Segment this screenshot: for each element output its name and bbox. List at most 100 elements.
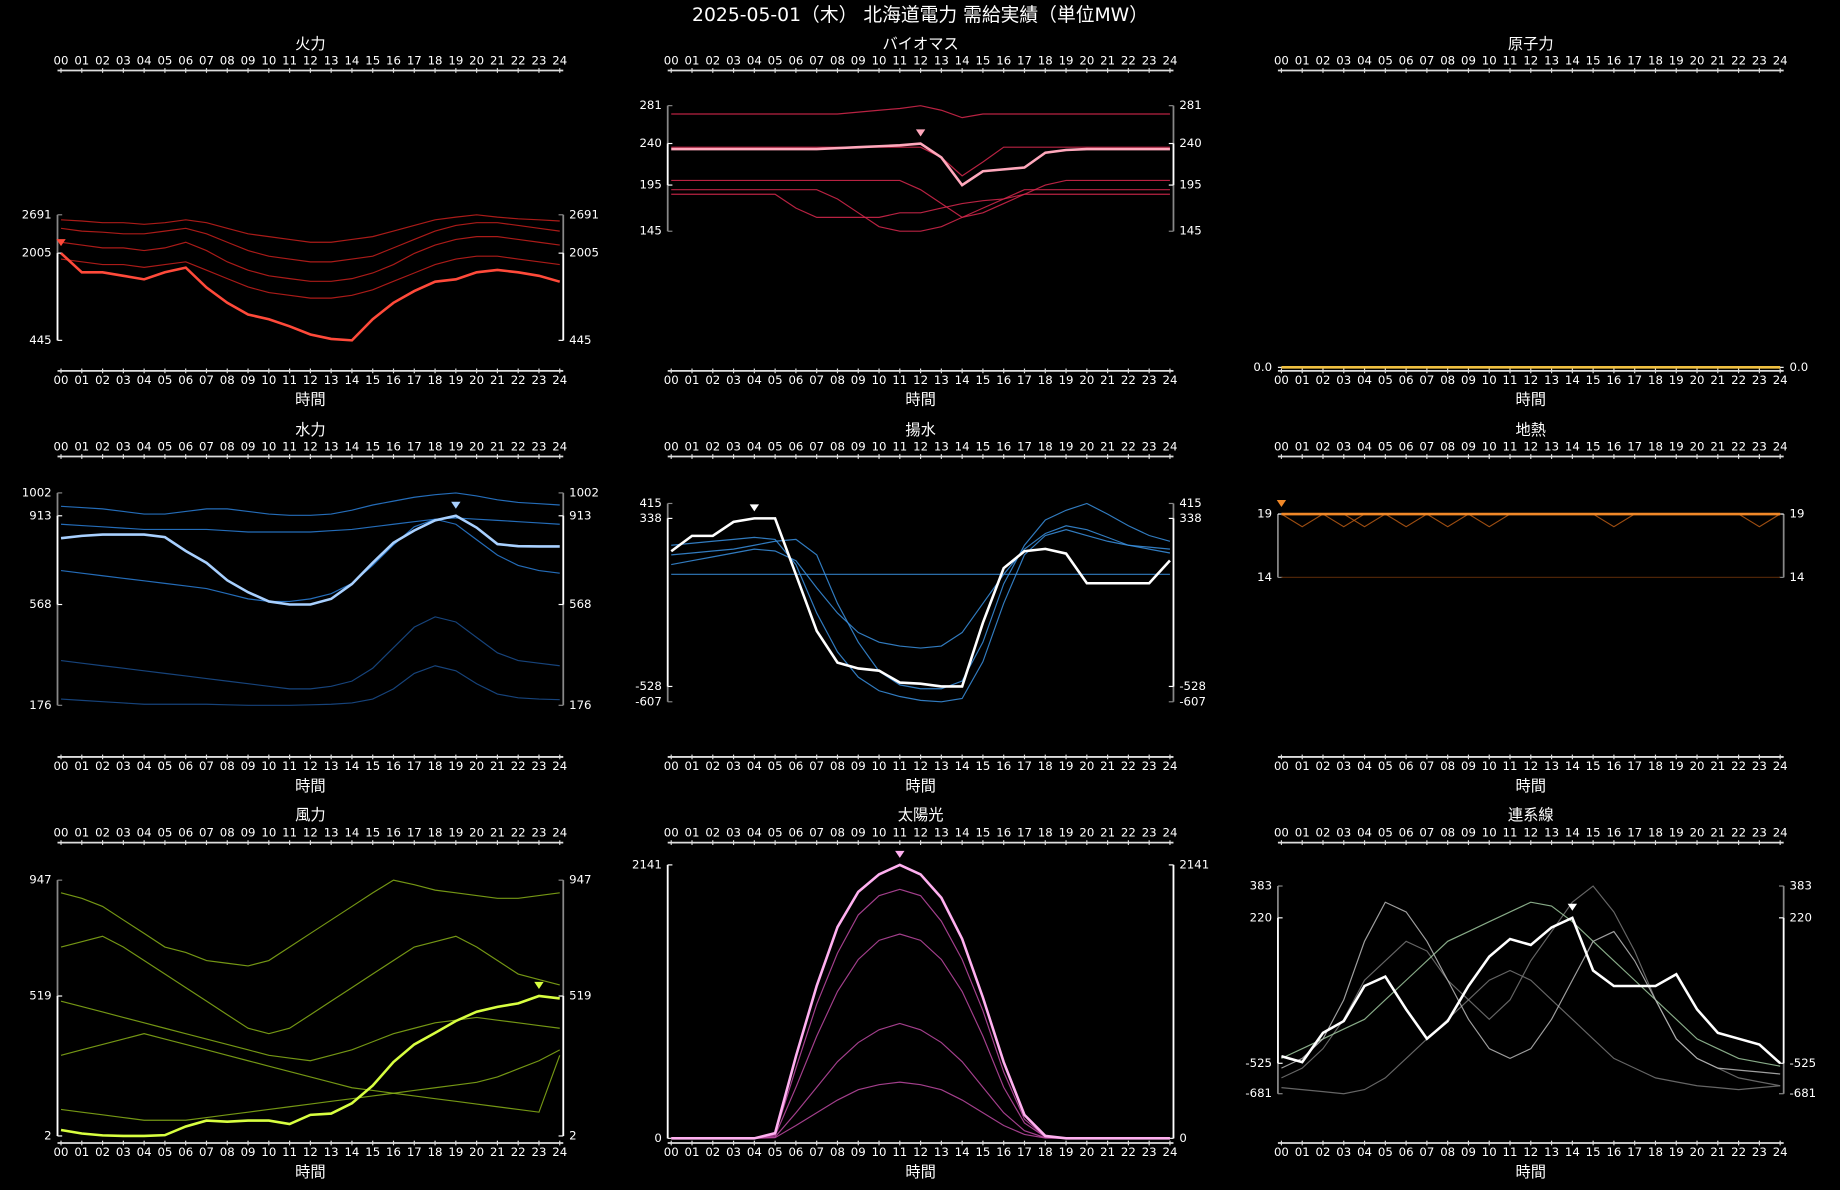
x-tick-label: 02 bbox=[1316, 54, 1331, 68]
x-tick-label: 15 bbox=[1586, 826, 1601, 840]
y-tick-label: 220 bbox=[1250, 910, 1272, 924]
x-tick-label: 17 bbox=[1627, 440, 1642, 454]
x-tick-label: 18 bbox=[428, 759, 443, 773]
x-tick-label: 02 bbox=[705, 1145, 720, 1159]
panel-title: 風力 bbox=[295, 806, 326, 824]
x-tick-label: 15 bbox=[975, 826, 990, 840]
x-tick-label: 23 bbox=[1142, 373, 1157, 387]
x-tick-label: 03 bbox=[116, 826, 131, 840]
y-tick-label: 2691 bbox=[569, 207, 599, 221]
x-tick-label: 04 bbox=[137, 826, 152, 840]
x-tick-label: 21 bbox=[490, 440, 505, 454]
x-tick-label: 14 bbox=[955, 759, 970, 773]
x-tick-label: 07 bbox=[199, 54, 214, 68]
y-tick-label: 2005 bbox=[569, 246, 599, 260]
x-tick-label: 04 bbox=[1357, 440, 1372, 454]
today-line bbox=[671, 142, 1170, 187]
x-tick-label: 23 bbox=[1142, 826, 1157, 840]
x-tick-label: 04 bbox=[137, 373, 152, 387]
x-tick-label: 05 bbox=[157, 826, 172, 840]
x-tick-label: 08 bbox=[830, 373, 845, 387]
x-tick-label: 15 bbox=[1586, 440, 1601, 454]
x-tick-label: 05 bbox=[157, 440, 172, 454]
x-tick-label: 22 bbox=[1731, 759, 1746, 773]
x-tick-label: 20 bbox=[469, 54, 484, 68]
x-tick-label: 14 bbox=[955, 373, 970, 387]
x-tick-label: 18 bbox=[1648, 1145, 1663, 1159]
x-tick-label: 06 bbox=[1399, 54, 1414, 68]
x-tick-label: 14 bbox=[344, 54, 359, 68]
y-tick-label: 445 bbox=[29, 333, 51, 347]
y-tick-label: 2691 bbox=[22, 207, 52, 221]
y-tick-label: 19 bbox=[1790, 507, 1805, 521]
x-tick-label: 23 bbox=[1142, 440, 1157, 454]
x-tick-label: 22 bbox=[511, 1145, 526, 1159]
x-tick-label: 18 bbox=[1038, 373, 1053, 387]
x-tick-label: 17 bbox=[1017, 440, 1032, 454]
x-tick-label: 13 bbox=[324, 1145, 339, 1159]
x-tick-label: 05 bbox=[157, 1145, 172, 1159]
x-tick-label: 11 bbox=[282, 1145, 297, 1159]
x-tick-label: 07 bbox=[1419, 1145, 1434, 1159]
x-tick-label: 10 bbox=[1482, 373, 1497, 387]
today-line bbox=[60, 252, 561, 342]
x-tick-label: 09 bbox=[241, 54, 256, 68]
x-tick-label: 05 bbox=[1378, 54, 1393, 68]
x-tick-label: 02 bbox=[705, 440, 720, 454]
x-tick-label: 20 bbox=[469, 373, 484, 387]
x-tick-label: 00 bbox=[1274, 1145, 1289, 1159]
x-tick-label: 15 bbox=[365, 1145, 380, 1159]
x-tick-label: 10 bbox=[261, 54, 276, 68]
x-tick-label: 03 bbox=[116, 440, 131, 454]
x-tick-label: 13 bbox=[934, 440, 949, 454]
y-tick-label: 176 bbox=[29, 698, 51, 712]
y-tick-label: 913 bbox=[569, 508, 591, 522]
x-tick-label: 19 bbox=[1059, 54, 1074, 68]
x-tick-label: 07 bbox=[199, 373, 214, 387]
x-tick-label: 03 bbox=[1336, 54, 1351, 68]
x-tick-label: 23 bbox=[1142, 54, 1157, 68]
history-line bbox=[671, 179, 1170, 219]
history-line bbox=[60, 879, 560, 967]
x-tick-label: 20 bbox=[469, 759, 484, 773]
x-tick-label: 13 bbox=[934, 1145, 949, 1159]
x-tick-label: 05 bbox=[157, 54, 172, 68]
x-tick-label: 12 bbox=[303, 373, 318, 387]
x-tick-label: 07 bbox=[1419, 373, 1434, 387]
x-tick-label: 10 bbox=[872, 759, 887, 773]
history-line bbox=[60, 665, 560, 706]
x-tick-label: 24 bbox=[1162, 1145, 1177, 1159]
x-tick-label: 09 bbox=[1461, 54, 1476, 68]
x-tick-label: 04 bbox=[747, 826, 762, 840]
x-tick-label: 20 bbox=[1079, 826, 1094, 840]
y-tick-label: -525 bbox=[1245, 1056, 1272, 1070]
history-line bbox=[60, 1033, 561, 1113]
x-tick-label: 09 bbox=[851, 440, 866, 454]
x-tick-label: 03 bbox=[726, 373, 741, 387]
history-line bbox=[1281, 901, 1781, 1075]
x-tick-label: 04 bbox=[747, 1145, 762, 1159]
x-tick-label: 19 bbox=[448, 373, 463, 387]
x-tick-label: 05 bbox=[157, 373, 172, 387]
x-tick-label: 21 bbox=[1100, 826, 1115, 840]
x-tick-label: 16 bbox=[386, 759, 401, 773]
x-tick-label: 14 bbox=[1565, 373, 1580, 387]
x-tick-label: 02 bbox=[95, 373, 110, 387]
panel-title: 太陽光 bbox=[898, 806, 944, 824]
y-tick-label: -525 bbox=[1790, 1056, 1817, 1070]
x-tick-label: 17 bbox=[1627, 826, 1642, 840]
x-tick-label: 12 bbox=[913, 54, 928, 68]
x-tick-label: 06 bbox=[178, 54, 193, 68]
x-tick-label: 21 bbox=[1100, 1145, 1115, 1159]
y-tick-label: 0 bbox=[654, 1131, 661, 1145]
panel-title: 揚水 bbox=[905, 421, 935, 439]
x-tick-label: 04 bbox=[137, 759, 152, 773]
x-tick-label: 05 bbox=[1378, 440, 1393, 454]
x-tick-label: 08 bbox=[1440, 826, 1455, 840]
x-tick-label: 22 bbox=[1731, 1145, 1746, 1159]
x-tick-label: 19 bbox=[1669, 1145, 1684, 1159]
x-tick-label: 16 bbox=[386, 373, 401, 387]
x-tick-label: 08 bbox=[830, 759, 845, 773]
y-tick-label: 947 bbox=[569, 873, 591, 887]
x-tick-label: 12 bbox=[303, 54, 318, 68]
